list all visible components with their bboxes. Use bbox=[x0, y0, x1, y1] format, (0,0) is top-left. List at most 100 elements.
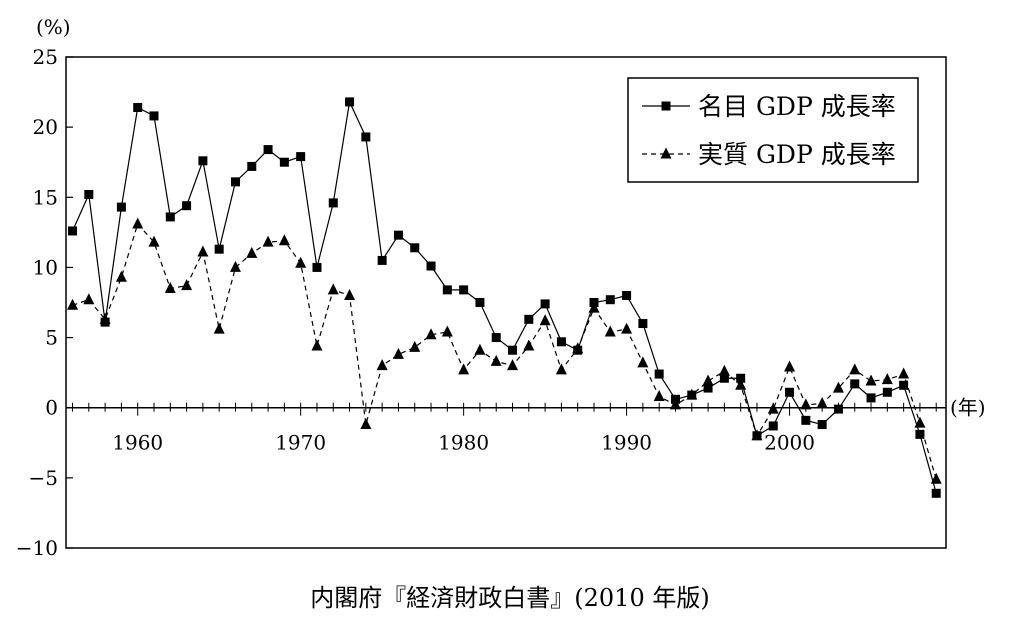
data-point bbox=[165, 212, 175, 222]
gdp-growth-chart: 25 20 15 10 5 0 −5 −10 (%) 1960 1970 1980 1990 2000 (年… bbox=[16, 15, 986, 560]
data-point bbox=[197, 245, 209, 257]
data-point bbox=[426, 261, 436, 271]
data-point bbox=[588, 301, 600, 313]
series-layer bbox=[67, 97, 942, 498]
data-point bbox=[524, 314, 534, 324]
data-point bbox=[653, 389, 665, 401]
data-point bbox=[899, 380, 909, 390]
legend-label: 実質 GDP 成長率 bbox=[698, 140, 896, 169]
axes-layer: 25 20 15 10 5 0 −5 −10 (%) 1960 1970 1980 1990 2000 (年… bbox=[16, 15, 986, 560]
x-tick-label: 1960 bbox=[112, 431, 163, 455]
legend-label: 名目 GDP 成長率 bbox=[698, 92, 896, 121]
data-point bbox=[866, 393, 876, 403]
data-point bbox=[702, 374, 714, 386]
data-point bbox=[246, 246, 258, 258]
data-point bbox=[507, 359, 519, 371]
x-tick-label: 2000 bbox=[764, 431, 815, 455]
data-point bbox=[392, 347, 404, 359]
data-point bbox=[182, 201, 192, 211]
y-axis-unit-label: (%) bbox=[36, 15, 71, 39]
source-caption: 内閣府『経済財政白書』(2010 年版) bbox=[310, 584, 710, 612]
data-point bbox=[441, 325, 453, 337]
data-point bbox=[345, 97, 355, 107]
data-point bbox=[474, 343, 486, 355]
data-point bbox=[360, 418, 372, 430]
data-point bbox=[540, 299, 550, 309]
series-line bbox=[72, 222, 937, 480]
data-point bbox=[296, 152, 306, 162]
data-point bbox=[67, 298, 79, 310]
data-point bbox=[768, 421, 778, 431]
data-point bbox=[410, 243, 420, 253]
data-point bbox=[409, 340, 421, 352]
data-point bbox=[622, 290, 632, 300]
data-point bbox=[475, 298, 485, 307]
data-point bbox=[898, 367, 910, 379]
data-point bbox=[800, 398, 812, 410]
series-real bbox=[67, 217, 942, 484]
data-point bbox=[132, 217, 144, 229]
data-point bbox=[133, 103, 143, 113]
y-tick-label: −10 bbox=[16, 536, 58, 560]
data-point bbox=[262, 235, 274, 247]
data-point bbox=[914, 416, 926, 428]
data-point bbox=[312, 262, 322, 272]
data-point bbox=[83, 293, 95, 305]
data-point bbox=[361, 132, 371, 142]
y-tick-label: 5 bbox=[45, 326, 58, 350]
data-point bbox=[68, 226, 78, 236]
data-point bbox=[930, 472, 942, 484]
data-point bbox=[279, 157, 289, 167]
data-point bbox=[459, 285, 469, 295]
data-point bbox=[376, 359, 388, 371]
data-point bbox=[849, 363, 861, 375]
data-point bbox=[736, 373, 746, 383]
plot-area-frame bbox=[65, 56, 947, 549]
data-point bbox=[148, 235, 160, 247]
data-point bbox=[442, 285, 452, 295]
data-point bbox=[149, 111, 159, 121]
data-point bbox=[915, 429, 925, 439]
data-point bbox=[377, 255, 387, 265]
data-point bbox=[213, 322, 225, 334]
x-tick-label: 1970 bbox=[275, 431, 326, 455]
data-point bbox=[703, 383, 713, 393]
data-point bbox=[490, 354, 502, 366]
data-point bbox=[116, 202, 126, 212]
legend-marker bbox=[660, 147, 672, 159]
data-point bbox=[784, 360, 796, 372]
y-tick-label: 0 bbox=[45, 396, 58, 420]
data-point bbox=[327, 283, 339, 295]
data-point bbox=[556, 337, 566, 347]
x-axis-unit-label: (年) bbox=[950, 396, 986, 420]
data-point bbox=[817, 420, 827, 430]
data-point bbox=[882, 387, 892, 397]
data-point bbox=[801, 415, 811, 425]
data-point bbox=[458, 363, 470, 375]
data-point bbox=[637, 356, 649, 368]
data-point bbox=[311, 339, 323, 351]
data-point bbox=[508, 345, 518, 355]
data-point bbox=[751, 429, 763, 441]
data-point bbox=[785, 387, 795, 397]
data-point bbox=[833, 404, 843, 414]
x-tick-label: 1980 bbox=[438, 431, 489, 455]
x-tick-label: 1990 bbox=[601, 431, 652, 455]
data-point bbox=[229, 260, 241, 272]
data-point bbox=[604, 325, 616, 337]
data-point bbox=[638, 319, 648, 329]
data-point bbox=[278, 234, 290, 246]
data-point bbox=[669, 398, 681, 410]
data-point bbox=[539, 314, 551, 326]
data-point bbox=[686, 388, 698, 400]
data-point bbox=[230, 177, 240, 187]
data-point bbox=[247, 161, 257, 171]
data-point bbox=[718, 364, 730, 376]
y-tick-label: −5 bbox=[29, 466, 58, 490]
data-point bbox=[572, 342, 584, 354]
data-point bbox=[523, 339, 535, 351]
data-point bbox=[263, 145, 273, 155]
series-line bbox=[71, 99, 937, 494]
data-point bbox=[865, 374, 877, 386]
